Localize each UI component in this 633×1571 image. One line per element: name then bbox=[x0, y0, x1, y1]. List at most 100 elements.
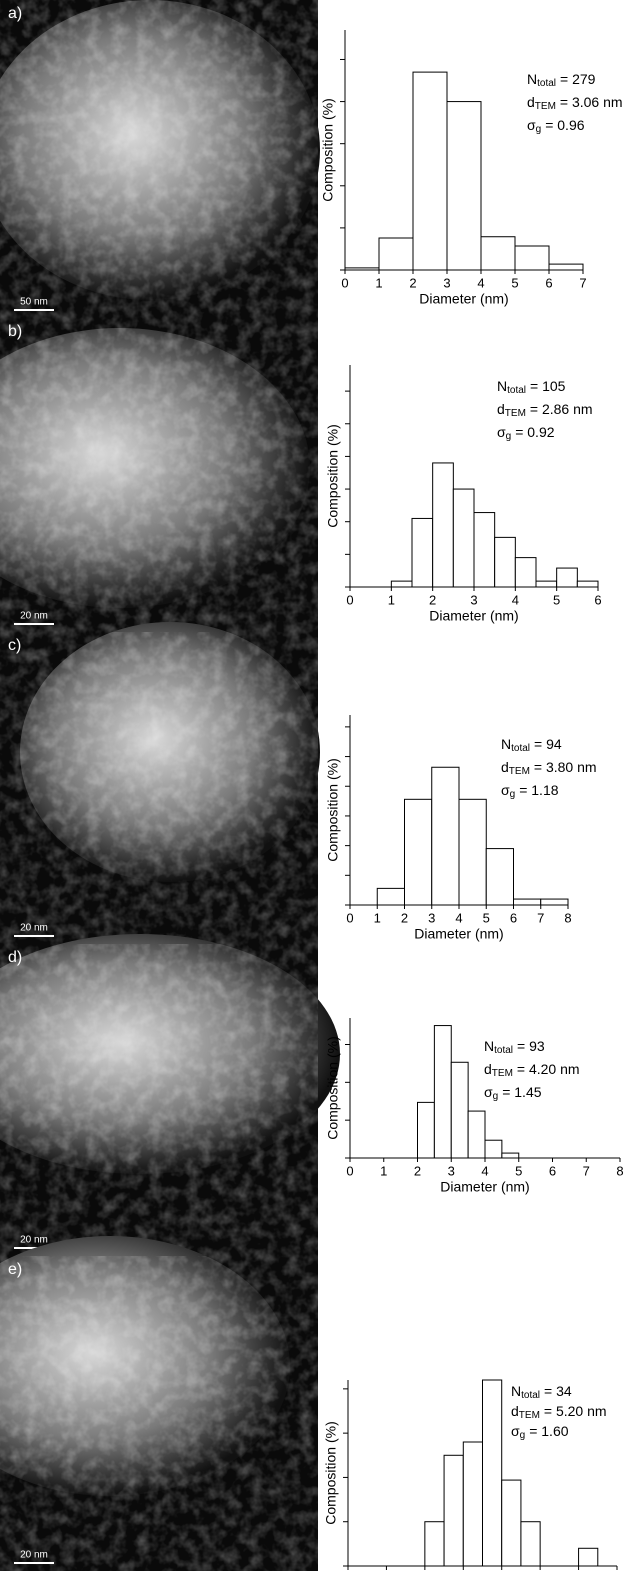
bar bbox=[467, 1110, 486, 1159]
y-axis-label: Composition (%) bbox=[320, 98, 336, 201]
bar bbox=[378, 237, 414, 271]
stat-annotation: Ntotal = 105 bbox=[497, 378, 566, 396]
stat-value: = 94 bbox=[534, 736, 562, 752]
x-tick-label: 5 bbox=[511, 275, 518, 290]
stat-symbol: N bbox=[527, 71, 537, 87]
stat-value: = 1.18 bbox=[519, 782, 559, 798]
stat-value: = 105 bbox=[530, 378, 566, 394]
scale-bar-label: 20 nm bbox=[20, 1235, 48, 1246]
bar bbox=[501, 1479, 522, 1567]
bar bbox=[431, 766, 460, 906]
bar bbox=[458, 798, 487, 906]
stat-symbol: d bbox=[497, 401, 505, 417]
x-tick-label: 7 bbox=[537, 910, 544, 925]
stat-annotation: σg = 1.45 bbox=[484, 1084, 542, 1102]
stat-subscript: TEM bbox=[505, 408, 526, 419]
x-tick-label: 8 bbox=[616, 1163, 623, 1178]
stat-subscript: total bbox=[537, 78, 556, 89]
bar bbox=[390, 580, 413, 588]
stat-annotation: σg = 0.92 bbox=[497, 424, 555, 442]
x-tick-label: 1 bbox=[388, 592, 395, 607]
stat-symbol: N bbox=[511, 1383, 521, 1399]
x-axis-label: Diameter (nm) bbox=[429, 608, 518, 624]
stat-annotation: Ntotal = 93 bbox=[484, 1038, 545, 1056]
scale-bar-label: 20 nm bbox=[20, 1550, 48, 1561]
bar bbox=[540, 898, 569, 906]
x-tick-label: 3 bbox=[443, 275, 450, 290]
stat-symbol: σ bbox=[527, 117, 536, 133]
stat-value: = 34 bbox=[544, 1383, 572, 1399]
stat-subscript: g bbox=[506, 431, 512, 442]
stat-symbol: d bbox=[484, 1061, 492, 1077]
bar bbox=[473, 512, 496, 588]
stat-symbol: N bbox=[501, 736, 511, 752]
stat-value: = 279 bbox=[560, 71, 596, 87]
stat-symbol: N bbox=[497, 378, 507, 394]
bar bbox=[513, 898, 542, 906]
bar bbox=[548, 263, 584, 271]
panel-label: c) bbox=[8, 637, 21, 654]
x-tick-label: 6 bbox=[545, 275, 552, 290]
scale-bar-label: 20 nm bbox=[20, 611, 48, 622]
stat-annotation: Ntotal = 279 bbox=[527, 71, 596, 89]
bar bbox=[446, 101, 482, 271]
stat-subscript: TEM bbox=[519, 1410, 540, 1421]
stat-symbol: N bbox=[484, 1038, 494, 1054]
stat-subscript: total bbox=[511, 743, 530, 754]
bar bbox=[450, 1061, 469, 1159]
stat-annotation: dTEM = 3.06 nm bbox=[527, 94, 623, 112]
stat-subscript: total bbox=[507, 385, 526, 396]
x-tick-label: 1 bbox=[374, 910, 381, 925]
x-axis-label: Diameter (nm) bbox=[440, 1179, 529, 1195]
stat-symbol: σ bbox=[501, 782, 510, 798]
stat-subscript: g bbox=[536, 124, 542, 135]
y-axis-label: Composition (%) bbox=[323, 1421, 339, 1524]
stat-value: = 93 bbox=[517, 1038, 545, 1054]
y-axis-label: Composition (%) bbox=[325, 424, 341, 527]
panel-label: e) bbox=[8, 1261, 22, 1278]
x-tick-label: 4 bbox=[477, 275, 484, 290]
x-tick-label: 6 bbox=[510, 910, 517, 925]
bar bbox=[432, 462, 454, 588]
scale-bar-label: 20 nm bbox=[20, 923, 48, 934]
stat-subscript: total bbox=[521, 1390, 540, 1401]
x-tick-label: 7 bbox=[583, 1163, 590, 1178]
x-axis-label: Diameter (nm) bbox=[419, 291, 508, 307]
x-tick-label: 0 bbox=[346, 1163, 353, 1178]
stat-symbol: d bbox=[511, 1403, 519, 1419]
x-axis-label: Diameter (nm) bbox=[414, 926, 503, 942]
stat-symbol: σ bbox=[511, 1423, 520, 1439]
x-tick-label: 5 bbox=[483, 910, 490, 925]
stat-value: = 0.92 bbox=[515, 424, 555, 440]
stat-symbol: d bbox=[527, 94, 535, 110]
bar bbox=[514, 245, 550, 271]
x-tick-label: 3 bbox=[428, 910, 435, 925]
panel-label: d) bbox=[8, 949, 22, 966]
bar bbox=[520, 1521, 541, 1567]
bar bbox=[404, 798, 433, 906]
bar bbox=[535, 580, 558, 588]
bar bbox=[501, 1152, 520, 1159]
bar bbox=[433, 1025, 452, 1159]
y-axis-label: Composition (%) bbox=[325, 758, 341, 861]
bar bbox=[514, 557, 537, 588]
bar bbox=[411, 517, 434, 588]
micrograph-grain bbox=[0, 1256, 318, 1571]
bar bbox=[376, 887, 405, 906]
x-tick-label: 3 bbox=[470, 592, 477, 607]
x-tick-label: 5 bbox=[553, 592, 560, 607]
x-tick-label: 5 bbox=[515, 1163, 522, 1178]
stat-annotation: dTEM = 4.20 nm bbox=[484, 1061, 580, 1079]
x-tick-label: 4 bbox=[512, 592, 519, 607]
micrograph-grain bbox=[0, 632, 318, 944]
x-tick-label: 4 bbox=[455, 910, 462, 925]
x-tick-label: 0 bbox=[341, 275, 348, 290]
stat-subscript: g bbox=[510, 789, 516, 800]
x-tick-label: 8 bbox=[564, 910, 571, 925]
x-tick-label: 1 bbox=[380, 1163, 387, 1178]
bar bbox=[480, 236, 516, 271]
stat-symbol: σ bbox=[484, 1084, 493, 1100]
x-tick-label: 4 bbox=[481, 1163, 488, 1178]
bar bbox=[494, 536, 516, 588]
